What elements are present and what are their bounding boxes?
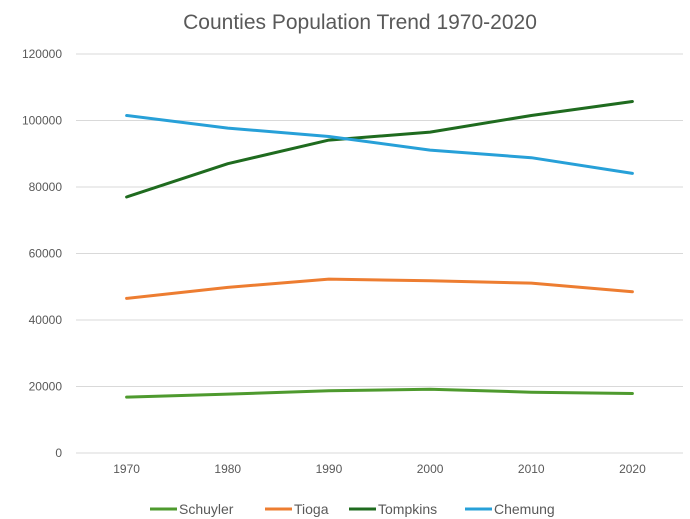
y-tick-label: 80000 [29, 180, 63, 194]
series-line-chemung [125, 114, 634, 175]
legend-label-schuyler: Schuyler [179, 501, 234, 517]
y-tick-label: 40000 [29, 313, 63, 327]
legend-label-tioga: Tioga [294, 501, 329, 517]
y-tick-label: 60000 [29, 247, 63, 261]
series-lines [125, 100, 634, 399]
series-line-tioga [125, 277, 634, 300]
legend-label-chemung: Chemung [494, 501, 555, 517]
x-tick-label: 2000 [417, 462, 444, 476]
x-axis-tick-labels: 1970 1980 1990 2000 2010 2020 [113, 462, 646, 476]
series-line-schuyler [125, 387, 634, 399]
y-tick-label: 0 [55, 446, 62, 460]
y-tick-label: 100000 [22, 114, 62, 128]
series-line-tompkins [125, 100, 634, 199]
x-tick-label: 1980 [214, 462, 241, 476]
x-tick-label: 1970 [113, 462, 140, 476]
y-axis-tick-labels: 0 20000 40000 60000 80000 100000 120000 [22, 47, 62, 460]
y-tick-label: 120000 [22, 47, 62, 61]
x-tick-label: 1990 [316, 462, 343, 476]
chart-title: Counties Population Trend 1970-2020 [183, 11, 537, 34]
x-tick-label: 2010 [518, 462, 545, 476]
y-tick-label: 20000 [29, 380, 63, 394]
legend-label-tompkins: Tompkins [378, 501, 437, 517]
legend: Schuyler Tioga Tompkins Chemung [150, 501, 555, 517]
x-tick-label: 2020 [619, 462, 646, 476]
